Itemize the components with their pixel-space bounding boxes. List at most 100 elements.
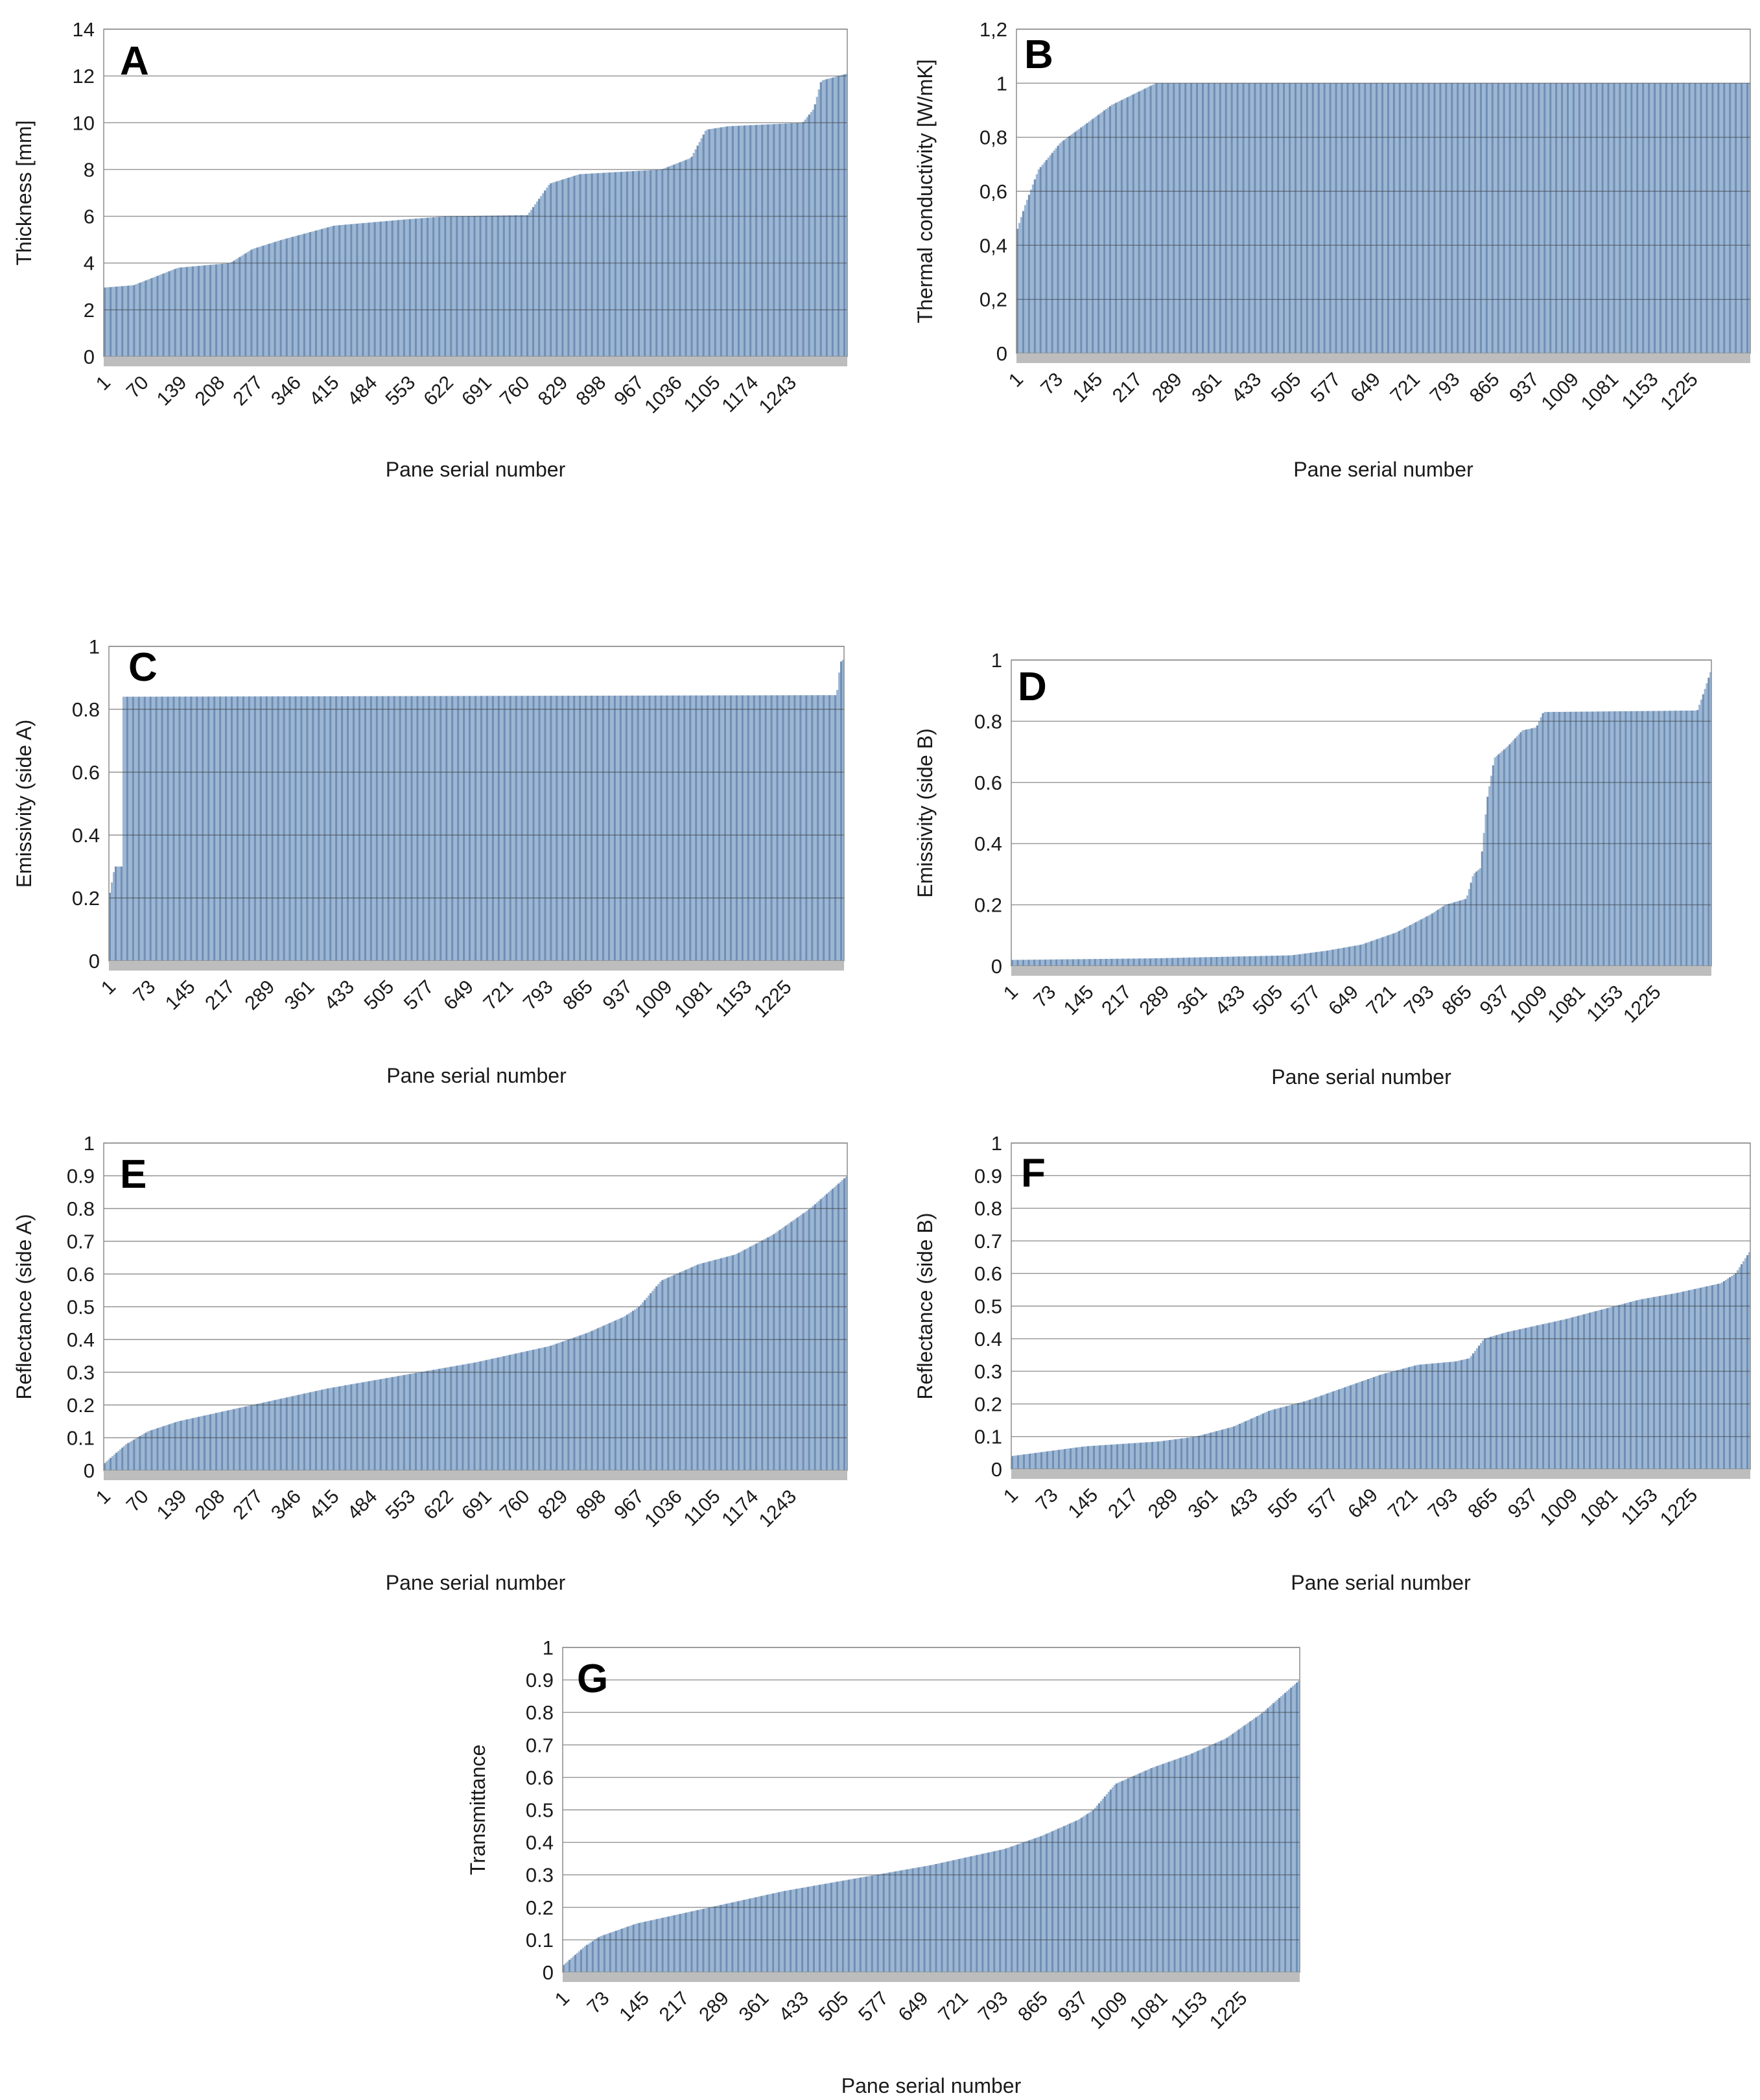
bar [581,1334,584,1470]
bar [804,1212,807,1470]
bar [1639,1299,1642,1469]
bar [733,126,736,357]
bar [1538,83,1540,353]
bar [725,126,729,357]
bar [165,696,168,961]
bar [1597,711,1600,966]
bar [1258,83,1260,353]
bar [1099,959,1102,966]
bar [1704,83,1707,353]
bar [1557,83,1560,353]
bar [1018,960,1021,966]
bar [571,176,574,357]
bar [366,696,369,961]
bar [577,1336,580,1470]
bar [640,1304,642,1470]
bar [495,215,498,357]
bar [340,1386,343,1470]
bar [784,1225,788,1470]
bar [587,696,589,961]
x-tick-label: 145 [1060,982,1098,1020]
bar [530,209,533,357]
bar [1404,1368,1407,1469]
bar [526,696,530,961]
bar [735,695,738,961]
bar [397,1376,400,1470]
bar [493,215,496,357]
bar [329,696,332,961]
bar [1656,83,1658,353]
bar [572,1956,575,1972]
bar [1086,1813,1089,1972]
bar [677,1914,680,1972]
bar [642,1302,644,1470]
bar [1558,711,1561,966]
bar [1249,1419,1251,1469]
bar [499,1357,502,1470]
bar [1126,97,1129,353]
bar [1210,1745,1213,1972]
bar [667,1277,670,1470]
bar [1441,83,1444,353]
bar [1155,83,1158,353]
bar [1623,711,1626,966]
bar [1080,127,1083,354]
y-tick-label: 1 [991,649,1002,672]
bar [1264,1412,1267,1469]
bar [642,695,646,961]
bar [995,1850,998,1972]
bar [1153,84,1156,354]
bar [624,1315,627,1470]
x-tick-label: 433 [320,976,358,1015]
bar [833,1186,836,1470]
bar [670,695,672,961]
bar [115,1452,118,1470]
bar [1378,83,1380,353]
bar [1092,959,1095,966]
bar [1092,119,1094,353]
bar [1337,83,1340,353]
bar [1158,1765,1161,1972]
bar [454,1365,456,1470]
bar [753,124,756,357]
bar [209,265,212,357]
bar [1455,1361,1457,1469]
bar [373,1380,377,1470]
x-tick-label: 865 [559,976,597,1015]
bar [1617,711,1620,966]
bar [207,1414,210,1470]
bar [589,1331,592,1470]
panel-e-x-ticks: 1 70 139 208 277 346 415 484 553 622 691 760 829 898 9… [92,1486,801,1532]
bar [782,1227,786,1470]
y-tick-label: 0,8 [980,126,1007,149]
bar [1035,960,1038,966]
bar [1330,950,1333,966]
bar [231,262,233,357]
bar [1192,1437,1195,1469]
bar [1273,83,1276,353]
bar [371,696,375,961]
x-tick-label: 1225 [750,976,796,1022]
bar [1374,939,1377,966]
bar [346,1385,349,1470]
bar [432,1369,435,1470]
panel-b-y-axis-label: Thermal conductivity [W/mK] [913,59,937,323]
bar [1075,1447,1078,1469]
bar [1402,1369,1405,1469]
bar [242,1406,245,1470]
bar [1687,711,1690,966]
bar [819,1199,823,1470]
bar [1435,83,1438,353]
bar [1379,83,1382,353]
bar [161,696,164,961]
bar [1563,83,1566,353]
bar [1044,959,1047,966]
bar [1487,83,1490,353]
bar [646,1921,649,1972]
bar [1420,83,1423,353]
bar [731,695,734,961]
bar [1116,958,1119,966]
bar [663,168,666,357]
bar [1623,83,1625,353]
bar [792,123,795,357]
